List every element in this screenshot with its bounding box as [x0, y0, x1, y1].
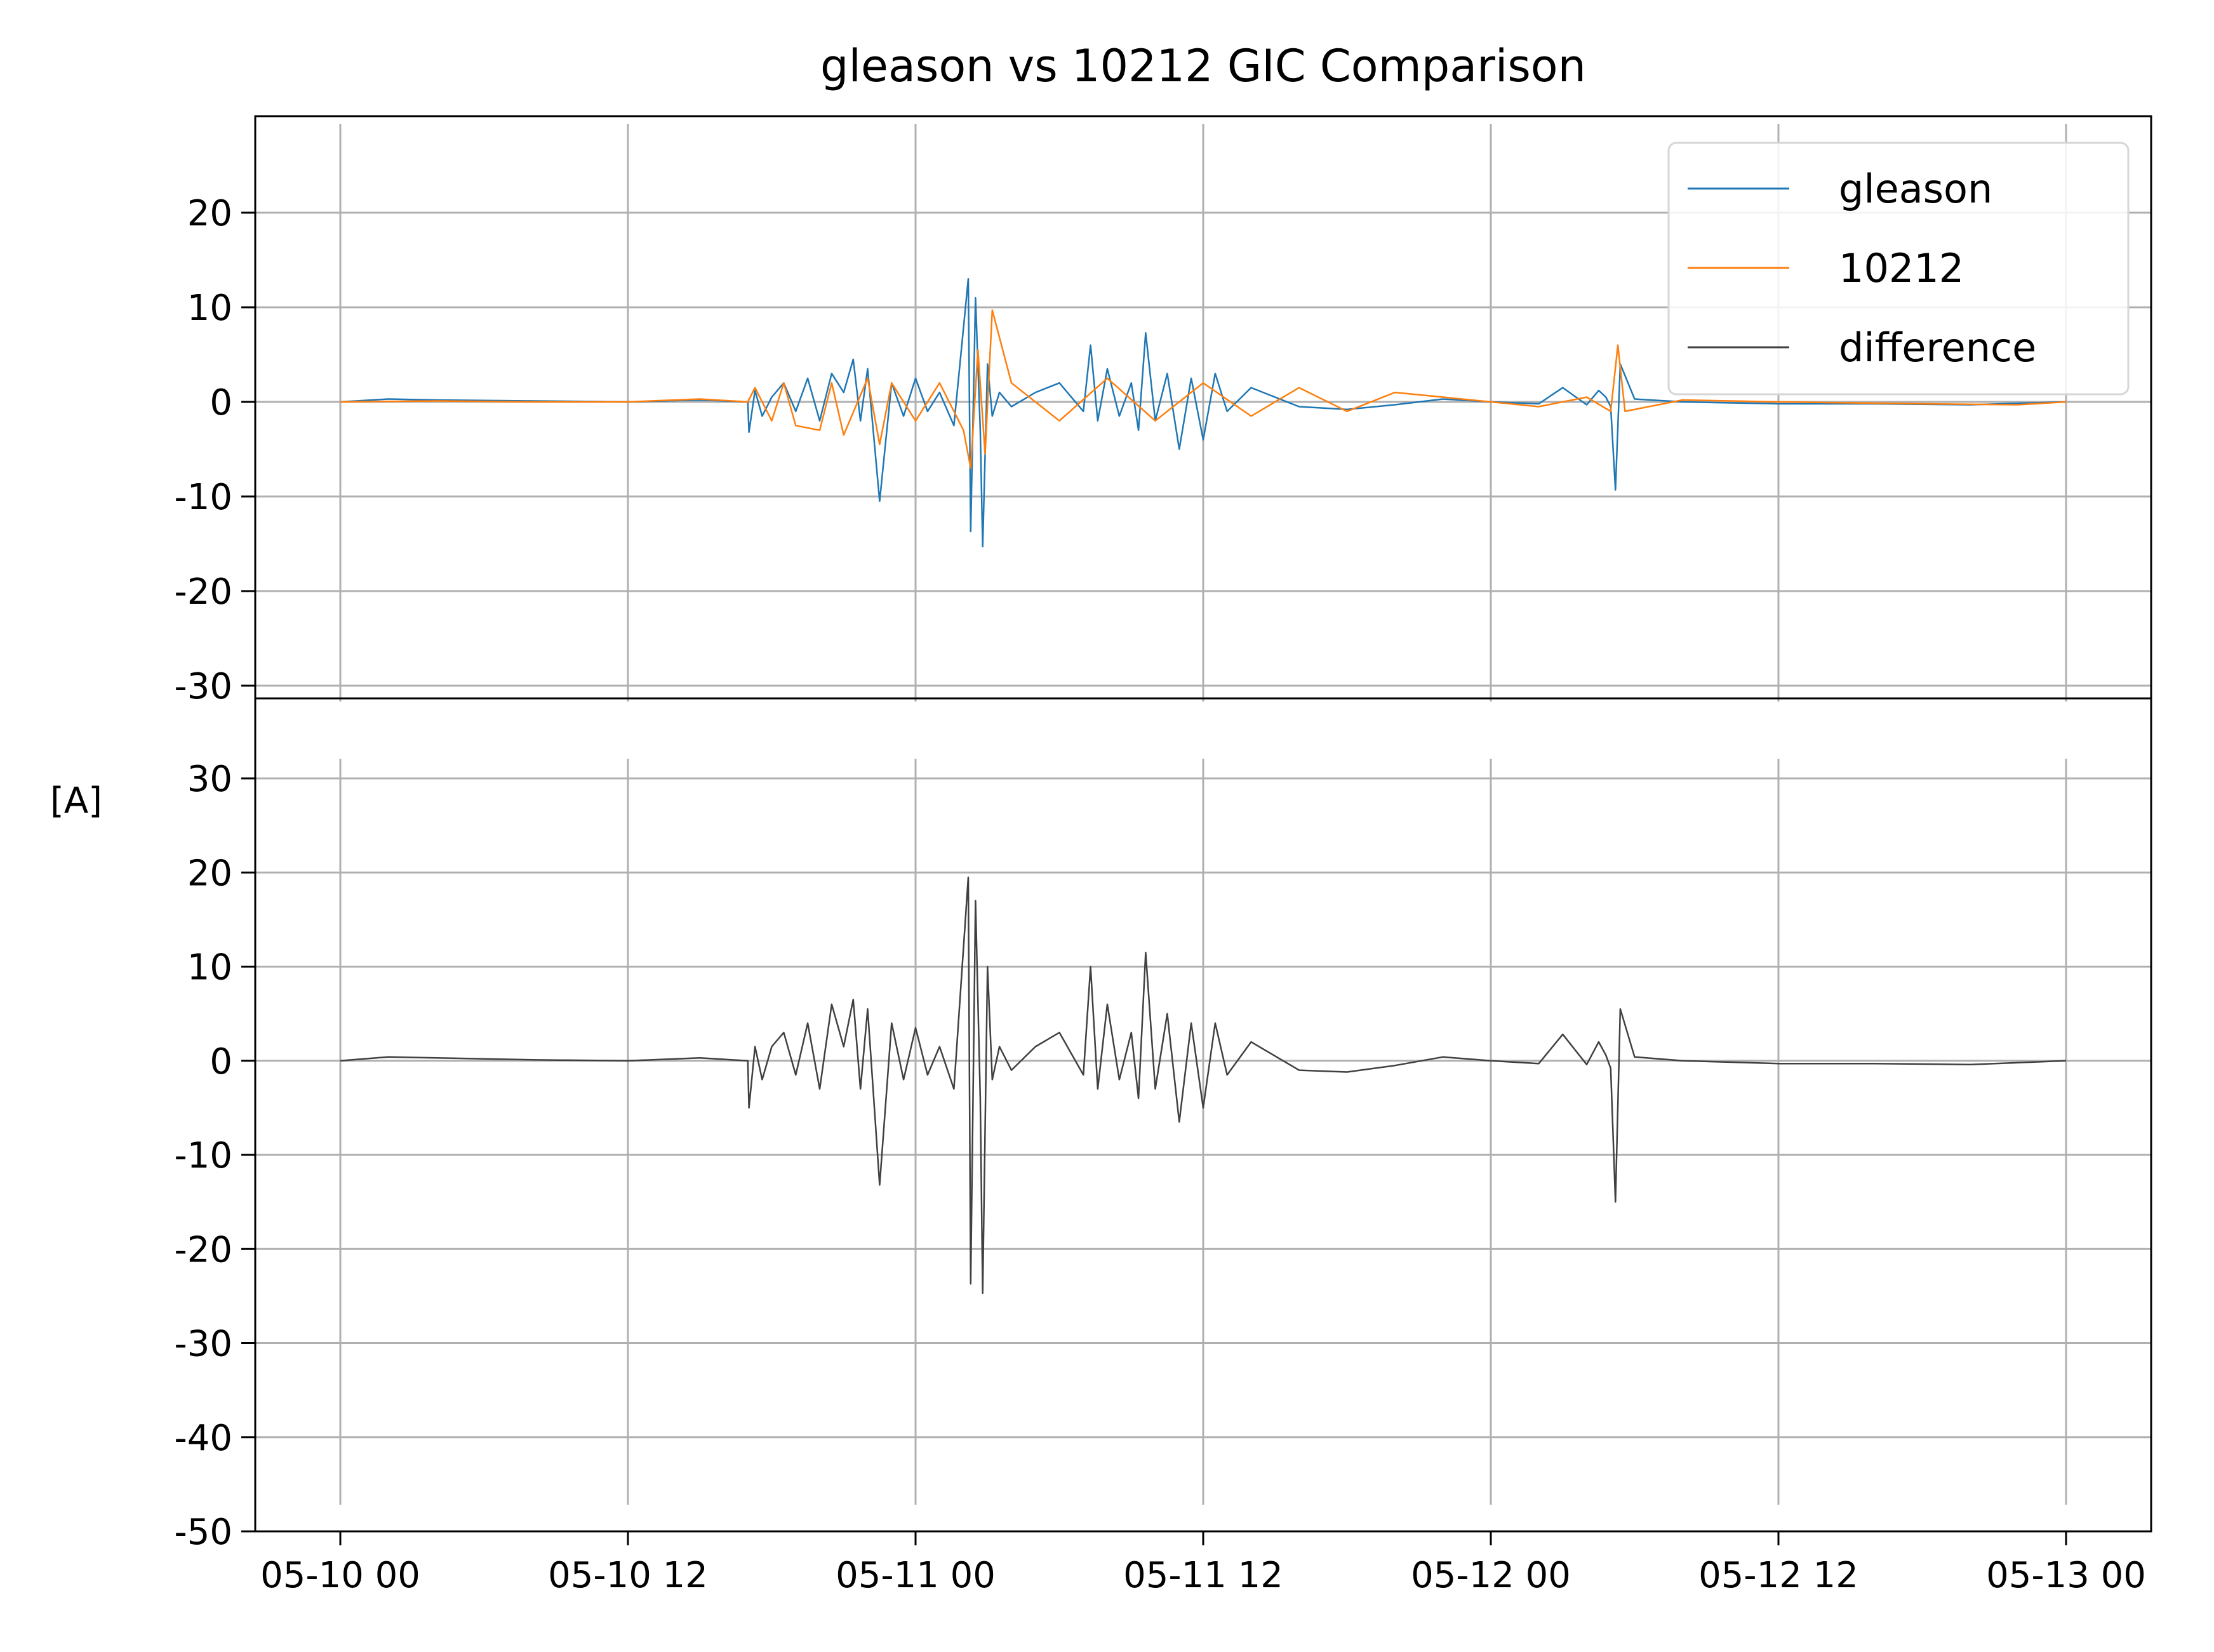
y-tick-label: 20 — [187, 193, 232, 234]
series-line-difference — [340, 876, 2067, 1295]
legend-label-10212: 10212 — [1839, 245, 1964, 291]
y-tick-label: 20 — [187, 853, 232, 894]
y-tick-label: 10 — [187, 947, 232, 989]
x-tick-label: 05-11 12 — [1123, 1555, 1283, 1596]
chart-title: gleason vs 10212 GIC Comparison — [820, 40, 1586, 92]
y-tick-label: -50 — [175, 1512, 232, 1553]
y-tick-label: -10 — [175, 1135, 232, 1176]
y-tick-label: -30 — [175, 666, 232, 707]
y-tick-label: -40 — [175, 1418, 232, 1459]
x-tick-label: 05-11 00 — [836, 1555, 996, 1596]
y-tick-label: 0 — [210, 1041, 232, 1082]
legend-label-difference: difference — [1839, 324, 2036, 371]
y-tick-label: 10 — [187, 288, 232, 329]
y-tick-label: -20 — [175, 571, 232, 613]
y-tick-label: -10 — [175, 477, 232, 518]
x-tick-label: 05-10 12 — [548, 1555, 708, 1596]
y-tick-label: 0 — [210, 382, 232, 423]
x-tick-label: 05-10 00 — [260, 1555, 420, 1596]
legend-box — [1667, 142, 2130, 396]
x-tick-label: 05-12 12 — [1698, 1555, 1858, 1596]
y-axis-label: [A] — [50, 780, 102, 822]
x-tick-label: 05-12 00 — [1411, 1555, 1571, 1596]
x-tick-label: 05-13 00 — [1986, 1555, 2146, 1596]
y-tick-label: -30 — [175, 1324, 232, 1365]
y-tick-label: 30 — [187, 759, 232, 800]
legend: gleason 10212 difference — [1667, 142, 2130, 396]
legend-label-gleason: gleason — [1839, 166, 1992, 212]
y-tick-label: -20 — [175, 1229, 232, 1270]
series-line-gleason — [340, 278, 2067, 548]
series-line-10212 — [340, 309, 2067, 469]
